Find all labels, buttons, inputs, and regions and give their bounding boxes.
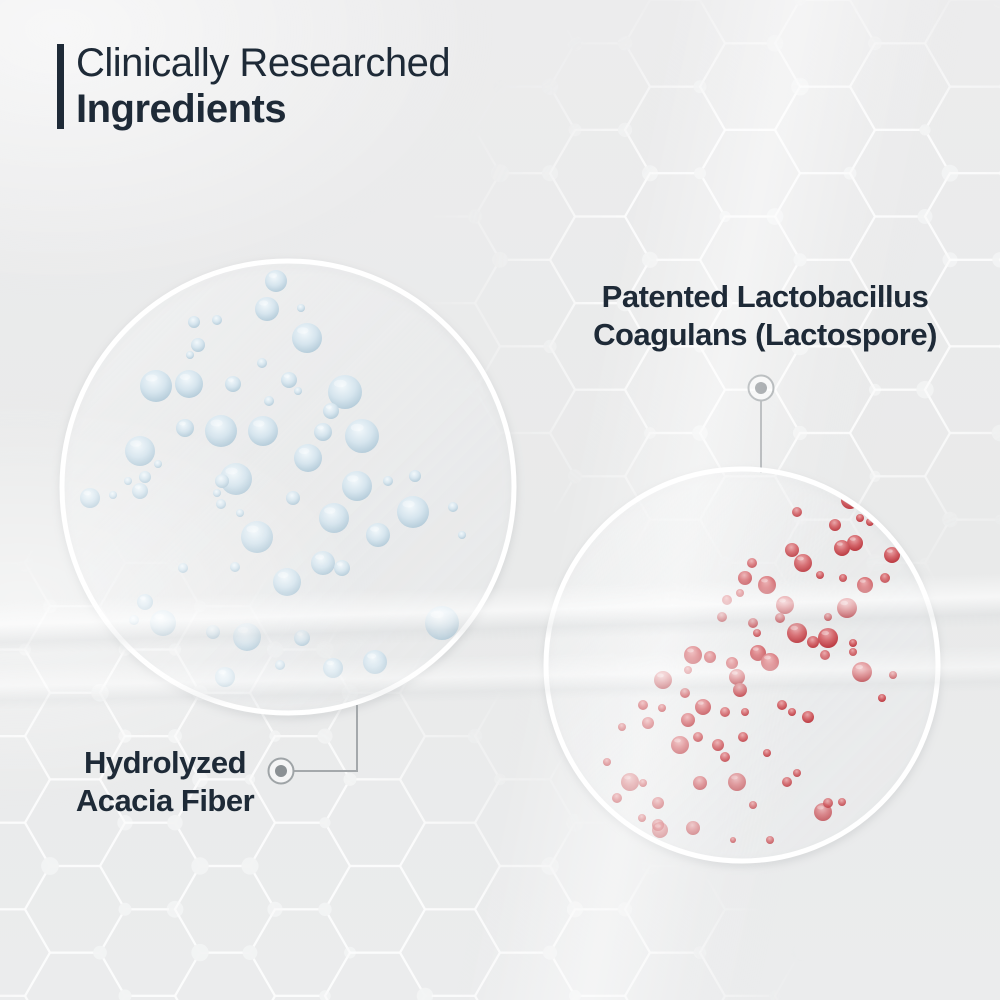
lactospore-connector-dot xyxy=(755,382,767,394)
acacia-bubble-circle xyxy=(59,258,517,785)
acacia-glass-ring xyxy=(59,258,517,716)
lactospore-label-line1: Patented Lactobacillus xyxy=(601,279,929,314)
acacia-label-line2: Acacia Fiber xyxy=(75,783,255,818)
lactospore-bubble-circle xyxy=(543,374,941,864)
lactospore-glass-ring xyxy=(543,466,941,864)
title-block: Clinically Researched Ingredients xyxy=(76,40,451,132)
page-title-line1: Clinically Researched xyxy=(76,41,451,85)
lactospore-label: Patented Lactobacillus Coagulans (Lactos… xyxy=(540,278,990,354)
page-title-line2: Ingredients xyxy=(76,87,287,131)
title-accent-bar xyxy=(57,44,64,129)
lactospore-label-line2: Coagulans (Lactospore) xyxy=(593,317,937,352)
acacia-label: Hydrolyzed Acacia Fiber xyxy=(40,744,290,820)
acacia-label-line1: Hydrolyzed xyxy=(83,745,247,780)
